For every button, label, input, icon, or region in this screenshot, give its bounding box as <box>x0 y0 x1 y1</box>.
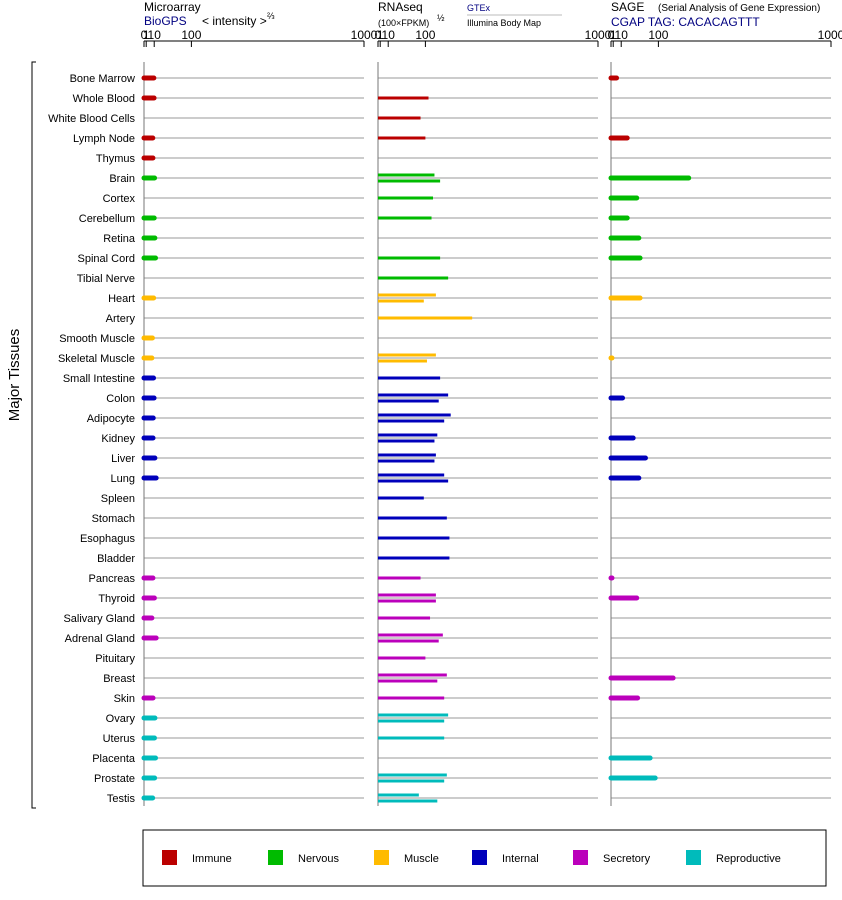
tissue-label: Colon <box>106 393 135 405</box>
tissue-label: Pancreas <box>89 573 136 585</box>
tissue-label: Lymph Node <box>73 133 135 145</box>
tissue-label: Thymus <box>96 153 136 165</box>
tissue-label: Retina <box>103 233 136 245</box>
tissue-label: Cortex <box>103 193 136 205</box>
tissue-label: Salivary Gland <box>63 613 135 625</box>
panel-subtitle-note: (Serial Analysis of Gene Expression) <box>658 3 820 14</box>
tissue-label: Tibial Nerve <box>77 273 135 285</box>
y-axis-label: Major Tissues <box>6 329 23 422</box>
tick-label: 1 <box>377 28 384 42</box>
panel-title: SAGE <box>611 0 644 14</box>
axis-note-exponent: ½ <box>437 13 445 23</box>
tissue-label: Skin <box>114 693 135 705</box>
tissue-label: Small Intestine <box>63 373 135 385</box>
legend-label: Secretory <box>603 853 651 865</box>
legend-label: Muscle <box>404 853 439 865</box>
tissue-label: Placenta <box>92 753 136 765</box>
legend-swatch <box>472 850 487 865</box>
tissue-label: Adipocyte <box>87 413 135 425</box>
tick-label: 1 <box>143 28 150 42</box>
legend-label: Immune <box>192 853 232 865</box>
tissue-label: Artery <box>106 313 136 325</box>
tissue-label: Smooth Muscle <box>59 333 135 345</box>
legend-swatch <box>573 850 588 865</box>
tissue-label: Breast <box>103 673 135 685</box>
tissue-label: Heart <box>108 293 135 305</box>
legend-label: Reproductive <box>716 853 781 865</box>
tissue-label: Brain <box>109 173 135 185</box>
axis-note: (100×FPKM) <box>378 18 429 28</box>
axis-note-exponent: ⅔ <box>267 11 275 21</box>
tissue-label: Uterus <box>103 733 136 745</box>
tissue-labels: Bone Marrow Whole Blood White Blood Cells L… <box>48 73 136 805</box>
tissue-label: Spleen <box>101 493 135 505</box>
tissue-label: Liver <box>111 453 135 465</box>
tick-label: 10 <box>615 28 629 42</box>
legend-label: Nervous <box>298 853 339 865</box>
legend-swatch <box>374 850 389 865</box>
tick-label: 100 <box>415 28 435 42</box>
legend-label: Internal <box>502 853 539 865</box>
tissue-label: Adrenal Gland <box>65 633 135 645</box>
tick-label: 0 <box>375 28 382 42</box>
category-legend: Immune Nervous Muscle Internal Secretory Repr… <box>142 829 827 887</box>
tissue-label: Thyroid <box>98 593 135 605</box>
source-gtex: GTEx <box>467 3 491 13</box>
legend-swatch <box>268 850 283 865</box>
tissue-label: Skeletal Muscle <box>58 353 135 365</box>
source-illumina: Illumina Body Map <box>467 18 541 28</box>
panel-title: RNAseq <box>378 0 423 14</box>
tissue-label: Kidney <box>101 433 135 445</box>
tick-label: 100 <box>648 28 668 42</box>
panel-subtitle: CGAP TAG: CACACAGTTT <box>611 15 760 29</box>
major-tissues-bracket: Major Tissues <box>6 61 36 809</box>
panel-title: Microarray <box>144 0 201 14</box>
tissue-label: White Blood Cells <box>48 113 135 125</box>
tissue-label: Pituitary <box>95 653 135 665</box>
tissue-label: Lung <box>111 473 135 485</box>
tick-label: 10 <box>148 28 162 42</box>
tick-label: 0 <box>608 28 615 42</box>
tissue-label: Whole Blood <box>73 93 135 105</box>
panel-subtitle: BioGPS <box>144 14 187 28</box>
tissue-label: Bladder <box>97 553 135 565</box>
axis-note: < intensity > <box>202 14 267 28</box>
tissue-label: Spinal Cord <box>78 253 135 265</box>
tick-label: 1000 <box>351 28 378 42</box>
tick-label: 100 <box>181 28 201 42</box>
tick-label: 1000 <box>585 28 612 42</box>
tissue-label: Prostate <box>94 773 135 785</box>
tick-label: 0 <box>141 28 148 42</box>
tissue-label: Testis <box>107 793 136 805</box>
tissue-label: Esophagus <box>80 533 136 545</box>
tissue-label: Ovary <box>106 713 136 725</box>
tick-label: 10 <box>382 28 396 42</box>
tissue-label: Stomach <box>92 513 135 525</box>
bracket-line <box>31 61 36 809</box>
tissue-label: Bone Marrow <box>70 73 135 85</box>
legend-swatch <box>162 850 177 865</box>
tick-label: 1000 <box>818 28 842 42</box>
legend-swatch <box>686 850 701 865</box>
tissue-label: Cerebellum <box>79 213 135 225</box>
tick-label: 1 <box>610 28 617 42</box>
